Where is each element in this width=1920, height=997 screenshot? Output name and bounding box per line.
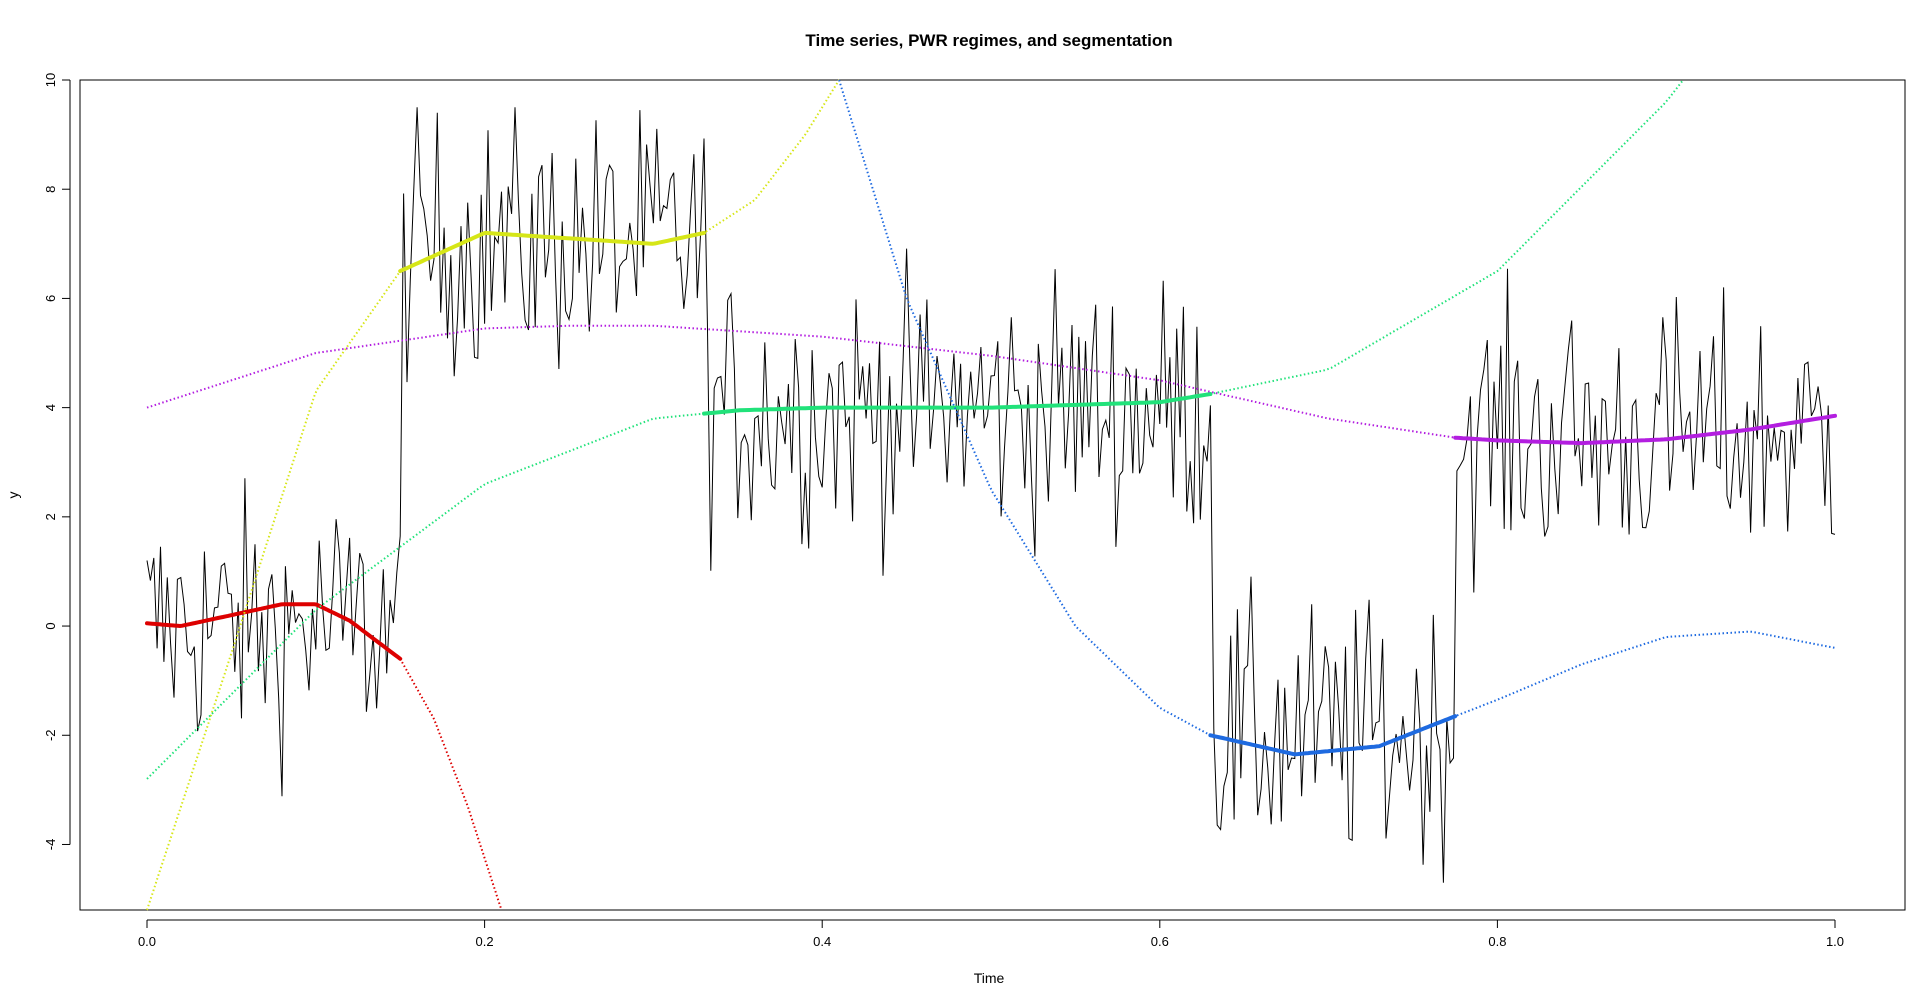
- y-tick-label: 8: [43, 186, 58, 193]
- y-axis: -4 -2 0 2 4 6 8 10: [43, 73, 71, 851]
- regime-3-dotted-curve: [146, 79, 1684, 780]
- y-axis-label: y: [5, 492, 21, 499]
- x-tick-label: 1.0: [1826, 934, 1844, 949]
- y-tick-label: 10: [43, 73, 58, 87]
- time-series-line: [146, 107, 1836, 883]
- regime-1-segment-fit: [145, 602, 403, 661]
- chart-title: Time series, PWR regimes, and segmentati…: [805, 31, 1172, 50]
- x-tick-label: 0.2: [476, 934, 494, 949]
- x-tick-label: 0.6: [1151, 934, 1169, 949]
- x-tick-label: 0.0: [138, 934, 156, 949]
- x-tick-label: 0.4: [813, 934, 831, 949]
- time-series-layer: [146, 107, 1836, 883]
- regime-2-dotted-curve: [146, 79, 840, 911]
- y-tick-label: 0: [43, 622, 58, 629]
- regime-5-dotted-curve: [146, 324, 1836, 445]
- regime-1-dotted-curve: [146, 603, 503, 911]
- x-tick-label: 0.8: [1488, 934, 1506, 949]
- regime-3-segment-fit: [702, 392, 1213, 416]
- y-tick-label: -4: [43, 839, 58, 851]
- y-tick-label: 4: [43, 404, 58, 411]
- regime-4-dotted-curve: [838, 79, 1836, 756]
- plot-frame: [79, 79, 1906, 911]
- y-tick-label: 2: [43, 513, 58, 520]
- x-axis: 0.0 0.2 0.4 0.6 0.8 1.0: [138, 919, 1844, 949]
- regime-4-segment-fit: [1208, 714, 1458, 757]
- regime-2-segment-fit: [398, 230, 706, 274]
- y-tick-label: -2: [43, 729, 58, 741]
- regime-curves-layer: [145, 79, 1837, 911]
- x-axis-label: Time: [974, 970, 1005, 986]
- regime-5-segment-fit: [1453, 413, 1837, 446]
- y-tick-label: 6: [43, 295, 58, 302]
